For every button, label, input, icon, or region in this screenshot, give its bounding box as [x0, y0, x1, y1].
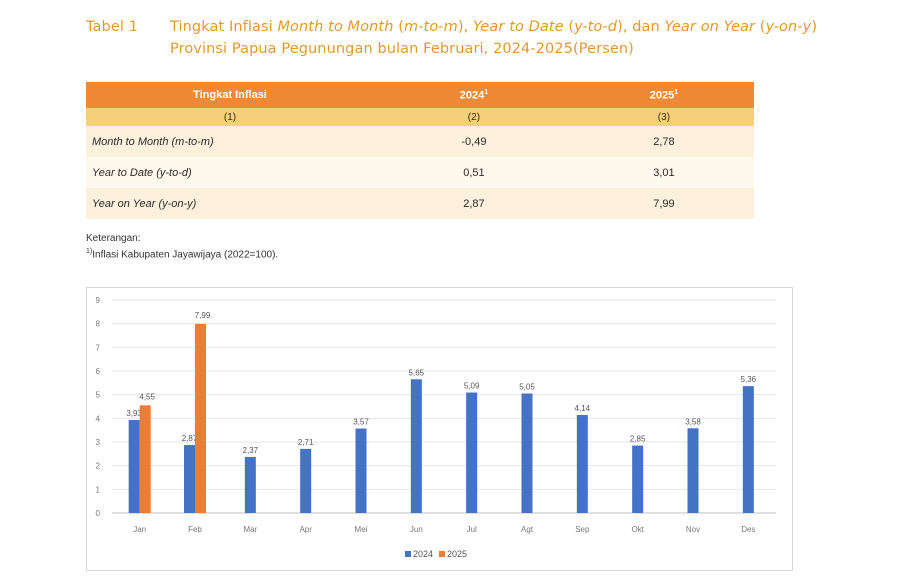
y-tick-label: 5 — [96, 391, 101, 400]
table-note: Keterangan: 1)Inflasi Kabupaten Jayawija… — [86, 232, 278, 261]
cell-2024: 2,87 — [374, 188, 574, 219]
x-tick-label: Jul — [467, 525, 477, 534]
bar-2024 — [184, 445, 195, 513]
bar-2024 — [742, 386, 754, 513]
x-tick-label: Apr — [299, 525, 312, 534]
header-indicator: Tingkat Inflasi — [86, 82, 374, 108]
table-title-text: Tingkat Inflasi Month to Month (m-to-m),… — [170, 19, 818, 57]
legend-item-2024: 2024 — [405, 549, 433, 559]
data-label-2024: 2,37 — [243, 446, 259, 455]
x-tick-label: Okt — [631, 525, 644, 534]
data-label-2024: 5,65 — [409, 368, 425, 377]
data-label-2024: 2,71 — [298, 438, 314, 447]
data-label-2024: 5,05 — [519, 382, 535, 391]
bar-2024 — [466, 392, 478, 513]
bar-2024 — [687, 428, 699, 513]
bar-2025 — [139, 405, 151, 513]
x-tick-label: Feb — [188, 525, 202, 534]
header-2025: 20251 — [573, 82, 754, 108]
bar-2025 — [195, 323, 206, 513]
y-tick-label: 9 — [96, 296, 101, 305]
bar-2024 — [521, 393, 533, 513]
bar-2024 — [410, 379, 422, 513]
row-label: Year to Date (y-to-d) — [86, 157, 374, 188]
cell-2025: 3,01 — [573, 157, 754, 188]
table-number-label: Tabel 1 — [86, 19, 139, 35]
note-text: 1)Inflasi Kabupaten Jayawijaya (2022=100… — [86, 248, 279, 261]
x-tick-label: Mar — [243, 525, 257, 534]
y-tick-label: 0 — [96, 509, 101, 518]
cell-2025: 2,78 — [573, 126, 754, 157]
data-label-2024: 5,36 — [741, 375, 757, 384]
data-label-2024: 2,85 — [630, 435, 646, 444]
y-tick-label: 8 — [96, 320, 101, 329]
bar-2024 — [355, 428, 367, 513]
table-row: Year to Date (y-to-d) 0,51 3,01 — [86, 157, 754, 188]
bar-2024 — [576, 415, 588, 513]
y-tick-label: 6 — [96, 367, 101, 376]
data-label-2024: 3,93 — [126, 409, 142, 418]
y-tick-label: 4 — [96, 414, 101, 423]
column-number-row: (1) (2) (3) — [86, 108, 754, 126]
legend-item-2025: 2025 — [439, 549, 467, 559]
bar-2024 — [244, 456, 256, 513]
cell-2025: 7,99 — [573, 188, 754, 219]
col-number: (3) — [573, 108, 754, 126]
y-tick-label: 7 — [96, 343, 101, 352]
bar-2024 — [300, 448, 312, 513]
data-label-2024: 5,09 — [464, 382, 480, 391]
note-title: Keterangan: — [86, 233, 141, 244]
data-label-2025: 7,99 — [195, 311, 211, 320]
data-label-2024: 3,58 — [685, 417, 701, 426]
table-header-row: Tingkat Inflasi 20241 20251 — [86, 82, 754, 108]
y-tick-label: 2 — [96, 462, 101, 471]
bar-2024 — [632, 445, 644, 513]
y-tick-label: 3 — [96, 438, 101, 447]
table-row: Month to Month (m-to-m) -0,49 2,78 — [86, 126, 754, 157]
x-tick-label: Des — [741, 525, 755, 534]
inflation-table: Tingkat Inflasi 20241 20251 (1) (2) (3) … — [86, 82, 754, 219]
x-tick-label: Jun — [410, 525, 423, 534]
x-tick-label: Jan — [133, 525, 146, 534]
y-tick-label: 1 — [96, 485, 101, 494]
row-label: Month to Month (m-to-m) — [86, 126, 374, 157]
col-number: (2) — [374, 108, 574, 126]
data-label-2024: 4,14 — [575, 404, 591, 413]
header-2024: 20241 — [374, 82, 574, 108]
col-number: (1) — [86, 108, 374, 126]
bar-2024 — [128, 419, 140, 513]
cell-2024: 0,51 — [374, 157, 574, 188]
table-row: Year on Year (y-on-y) 2,87 7,99 — [86, 188, 754, 219]
x-tick-label: Agt — [521, 525, 534, 534]
x-tick-label: Sep — [575, 525, 590, 534]
x-tick-label: Nov — [686, 525, 700, 534]
cell-2024: -0,49 — [374, 126, 574, 157]
chart-legend: 2024 2025 — [405, 549, 467, 559]
data-label-2025: 4,55 — [139, 392, 155, 401]
data-label-2024: 3,57 — [353, 418, 369, 427]
row-label: Year on Year (y-on-y) — [86, 188, 374, 219]
data-label-2024: 2,87 — [182, 434, 198, 443]
x-tick-label: Mei — [355, 525, 368, 534]
